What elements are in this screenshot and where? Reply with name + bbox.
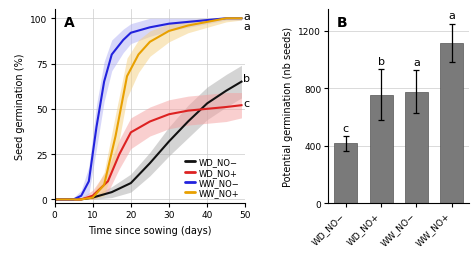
Legend: WD_NO−, WD_NO+, WW_NO−, WW_NO+: WD_NO−, WD_NO+, WW_NO−, WW_NO+ xyxy=(184,156,241,199)
Bar xyxy=(440,44,463,203)
Text: b: b xyxy=(378,57,384,67)
Text: b: b xyxy=(243,74,250,84)
Text: A: A xyxy=(64,16,75,30)
Y-axis label: Seed germination (%): Seed germination (%) xyxy=(15,54,25,160)
X-axis label: Time since sowing (days): Time since sowing (days) xyxy=(88,225,212,235)
Text: a: a xyxy=(243,21,250,31)
Text: c: c xyxy=(243,99,249,109)
Text: a: a xyxy=(448,11,455,21)
Text: a: a xyxy=(243,12,250,22)
Bar xyxy=(370,95,392,203)
Bar xyxy=(405,92,428,203)
Bar xyxy=(335,144,357,203)
Text: a: a xyxy=(413,57,420,67)
Y-axis label: Potential germination (nb seeds): Potential germination (nb seeds) xyxy=(283,27,293,186)
Text: B: B xyxy=(337,16,347,30)
Text: c: c xyxy=(343,123,349,133)
